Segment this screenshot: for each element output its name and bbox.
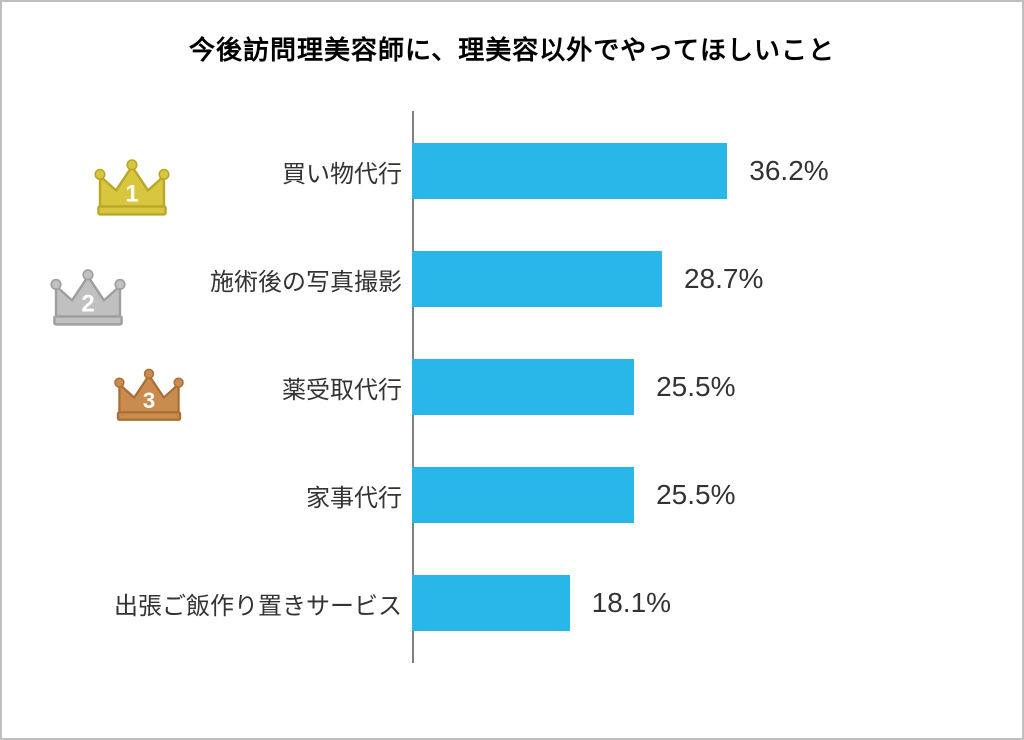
chart-container: 今後訪問理美容師に、理美容以外でやってほしいこと 買い物代行 36.2% 施術後の写… — [0, 0, 1024, 740]
value-label: 25.5% — [656, 479, 735, 511]
value-label: 28.7% — [684, 263, 763, 295]
bar — [412, 251, 662, 307]
chart-title: 今後訪問理美容師に、理美容以外でやってほしいこと — [42, 30, 982, 67]
category-label: 薬受取代行 — [282, 370, 402, 405]
category-label: 施術後の写真撮影 — [210, 262, 402, 297]
svg-text:1: 1 — [125, 181, 138, 208]
category-label: 家事代行 — [306, 478, 402, 513]
value-label: 18.1% — [592, 587, 671, 619]
rank-crown-icon: 3 — [112, 362, 186, 430]
rank-crown-icon: 2 — [48, 262, 128, 335]
bar-zone: 18.1% — [412, 575, 952, 631]
value-label: 25.5% — [656, 371, 735, 403]
chart-row: 出張ご飯作り置きサービス 18.1% — [42, 549, 982, 657]
chart-row: 施術後の写真撮影 28.7% — [42, 225, 982, 333]
bar-zone: 28.7% — [412, 251, 952, 307]
svg-text:3: 3 — [143, 388, 155, 413]
bar — [412, 359, 634, 415]
rank-crown-icon: 1 — [92, 152, 172, 225]
label-zone: 家事代行 — [42, 478, 412, 513]
svg-text:2: 2 — [81, 291, 94, 318]
chart-row: 家事代行 25.5% — [42, 441, 982, 549]
category-label: 買い物代行 — [282, 154, 402, 189]
chart-row: 買い物代行 36.2% — [42, 117, 982, 225]
bar-zone: 25.5% — [412, 359, 952, 415]
value-label: 36.2% — [749, 155, 828, 187]
bar — [412, 467, 634, 523]
bar — [412, 143, 727, 199]
label-zone: 出張ご飯作り置きサービス — [42, 586, 412, 621]
bar-zone: 25.5% — [412, 467, 952, 523]
bar-zone: 36.2% — [412, 143, 952, 199]
category-label: 出張ご飯作り置きサービス — [114, 586, 402, 621]
bar — [412, 575, 570, 631]
label-zone: 薬受取代行 — [42, 370, 412, 405]
